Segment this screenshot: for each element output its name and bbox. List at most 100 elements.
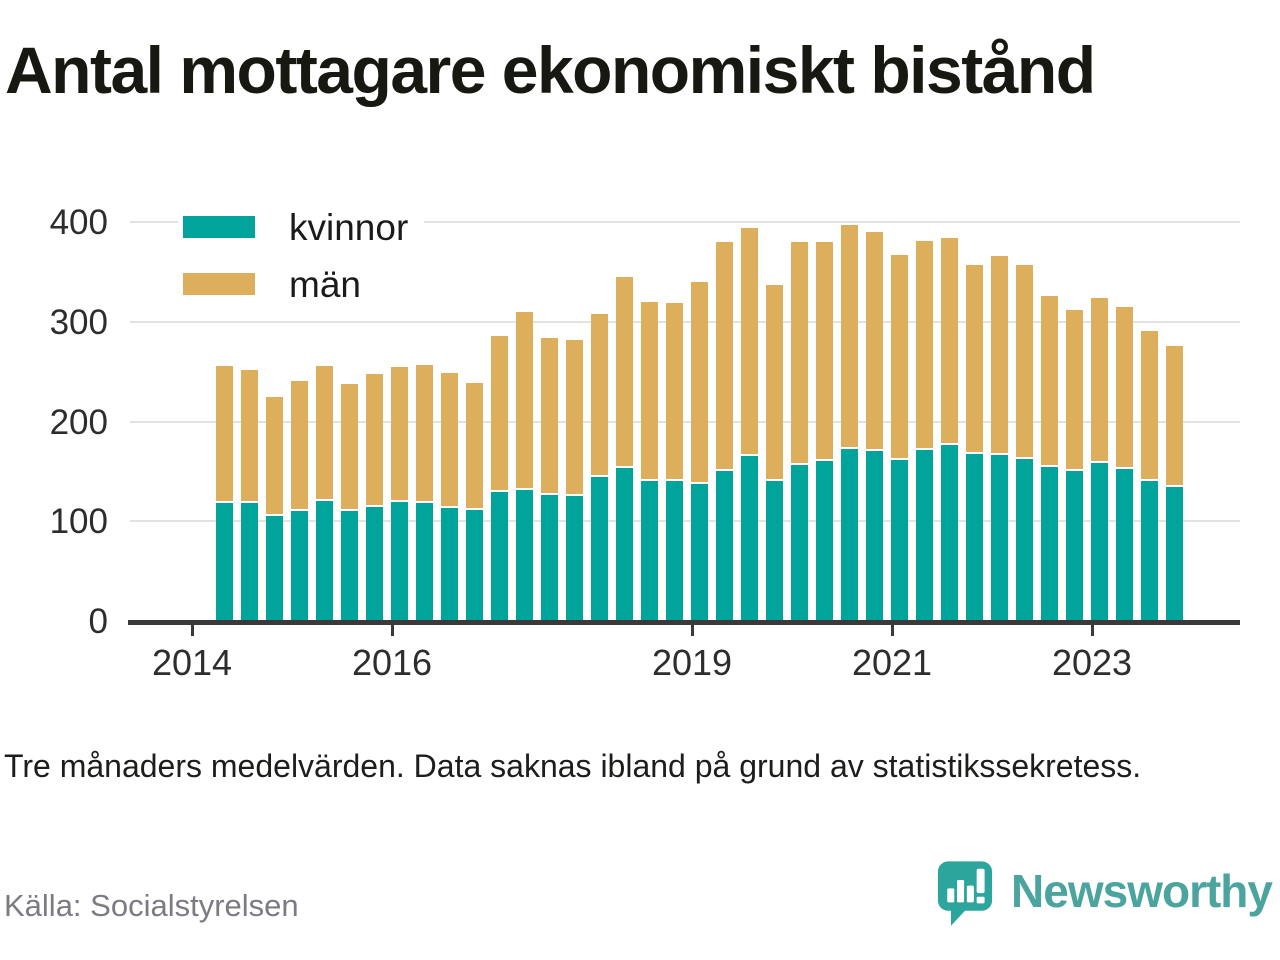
bar-segment-kvinnor [891,460,908,621]
bar-segment-man [766,284,783,479]
gridline-100 [130,520,1240,523]
bar-segment-kvinnor [491,492,508,621]
bar-segment-kvinnor [1091,463,1108,621]
bar-segment-kvinnor [216,503,233,621]
bar-segment-kvinnor [1141,481,1158,621]
bar-segment-man [866,231,883,449]
bar-segment-kvinnor [1016,459,1033,621]
bar-segment-man [941,237,958,443]
legend-item-man: män [178,262,377,306]
bar-segment-kvinnor [416,503,433,621]
x-axis-tick-2019 [690,620,694,636]
bar-segment-man [591,313,608,475]
bar-segment-kvinnor [991,455,1008,621]
bar-segment-man [641,301,658,479]
bar-segment-man [1016,264,1033,457]
bar-segment-kvinnor [566,496,583,621]
legend-swatch-kvinnor [183,216,255,238]
bar-segment-man [916,240,933,448]
bar-segment-kvinnor [791,465,808,621]
legend-label-man: män [289,263,361,305]
gridline-400 [130,221,1240,223]
gridline-300 [130,320,1240,323]
bar-segment-man [966,264,983,452]
bar-segment-man [566,339,583,494]
bar-segment-man [666,302,683,479]
bar-segment-kvinnor [441,508,458,621]
chart-title: Antal mottagare ekonomiskt bistånd [5,33,1096,107]
bar-segment-man [991,255,1008,453]
bar-segment-man [1166,345,1183,485]
bar-segment-kvinnor [941,445,958,621]
bar-segment-man [891,254,908,458]
bar-segment-man [716,241,733,469]
bar-segment-man [316,365,333,499]
bar-segment-man [466,382,483,508]
bar-segment-kvinnor [616,468,633,621]
bar-segment-man [541,337,558,493]
bar-segment-kvinnor [691,484,708,621]
bar-segment-kvinnor [1041,467,1058,621]
bar-segment-man [366,373,383,505]
bar-segment-kvinnor [741,456,758,621]
bar-segment-kvinnor [466,510,483,621]
x-axis-label-2023: 2023 [1051,642,1133,683]
bar-segment-man [216,365,233,501]
y-axis-label-300: 300 [49,302,108,342]
bar-segment-man [291,380,308,509]
bar-segment-kvinnor [516,490,533,621]
bar-segment-man [691,281,708,482]
bar-segment-kvinnor [766,481,783,621]
newsworthy-wordmark: Newsworthy [1011,865,1273,917]
bar-segment-kvinnor [316,501,333,621]
x-axis-tick-2016 [390,620,394,636]
bar-segment-man [441,372,458,506]
bar-segment-kvinnor [1166,487,1183,621]
bar-segment-man [266,396,283,514]
bar-segment-man [416,364,433,501]
y-axis-label-0: 0 [88,602,108,641]
legend-label-kvinnor: kvinnor [289,206,409,248]
bar-segment-kvinnor [1066,471,1083,621]
bar-segment-man [1091,297,1108,461]
bar-segment-man [616,276,633,466]
x-axis-label-2014: 2014 [151,642,233,683]
bar-segment-kvinnor [291,511,308,621]
bar-segment-kvinnor [816,461,833,621]
bar-segment-man [1066,309,1083,469]
bar-segment-kvinnor [666,481,683,621]
x-axis-line [128,620,1240,625]
bar-segment-kvinnor [241,503,258,621]
y-axis-label-100: 100 [49,502,108,542]
bar-segment-kvinnor [641,481,658,621]
bar-segment-kvinnor [716,471,733,621]
y-axis-label-400: 400 [49,203,108,242]
bar-segment-man [1116,306,1133,467]
bar-segment-kvinnor [866,451,883,621]
x-axis-tick-2014 [190,620,194,636]
bar-segment-kvinnor [366,507,383,621]
bar-segment-kvinnor [916,450,933,621]
bar-segment-kvinnor [341,511,358,621]
bar-segment-man [241,369,258,501]
bar-segment-kvinnor [1116,469,1133,621]
bar-segment-kvinnor [841,449,858,621]
legend-swatch-man [183,273,255,295]
bar-segment-kvinnor [966,454,983,621]
bar-segment-man [841,224,858,447]
x-axis-tick-2023 [1090,620,1094,636]
bar-segment-man [516,311,533,488]
bar-segment-man [391,366,408,500]
bar-segment-kvinnor [391,502,408,621]
bar-segment-man [341,383,358,509]
bar-segment-kvinnor [591,477,608,621]
x-axis-label-2016: 2016 [351,642,433,683]
newsworthy-logo-icon [937,861,993,926]
source-credit: Källa: Socialstyrelsen [4,888,299,923]
bar-segment-kvinnor [541,495,558,621]
bar-segment-man [1041,295,1058,465]
bar-segment-man [491,335,508,490]
bar-segment-man [816,241,833,459]
legend-item-kvinnor: kvinnor [178,205,425,249]
